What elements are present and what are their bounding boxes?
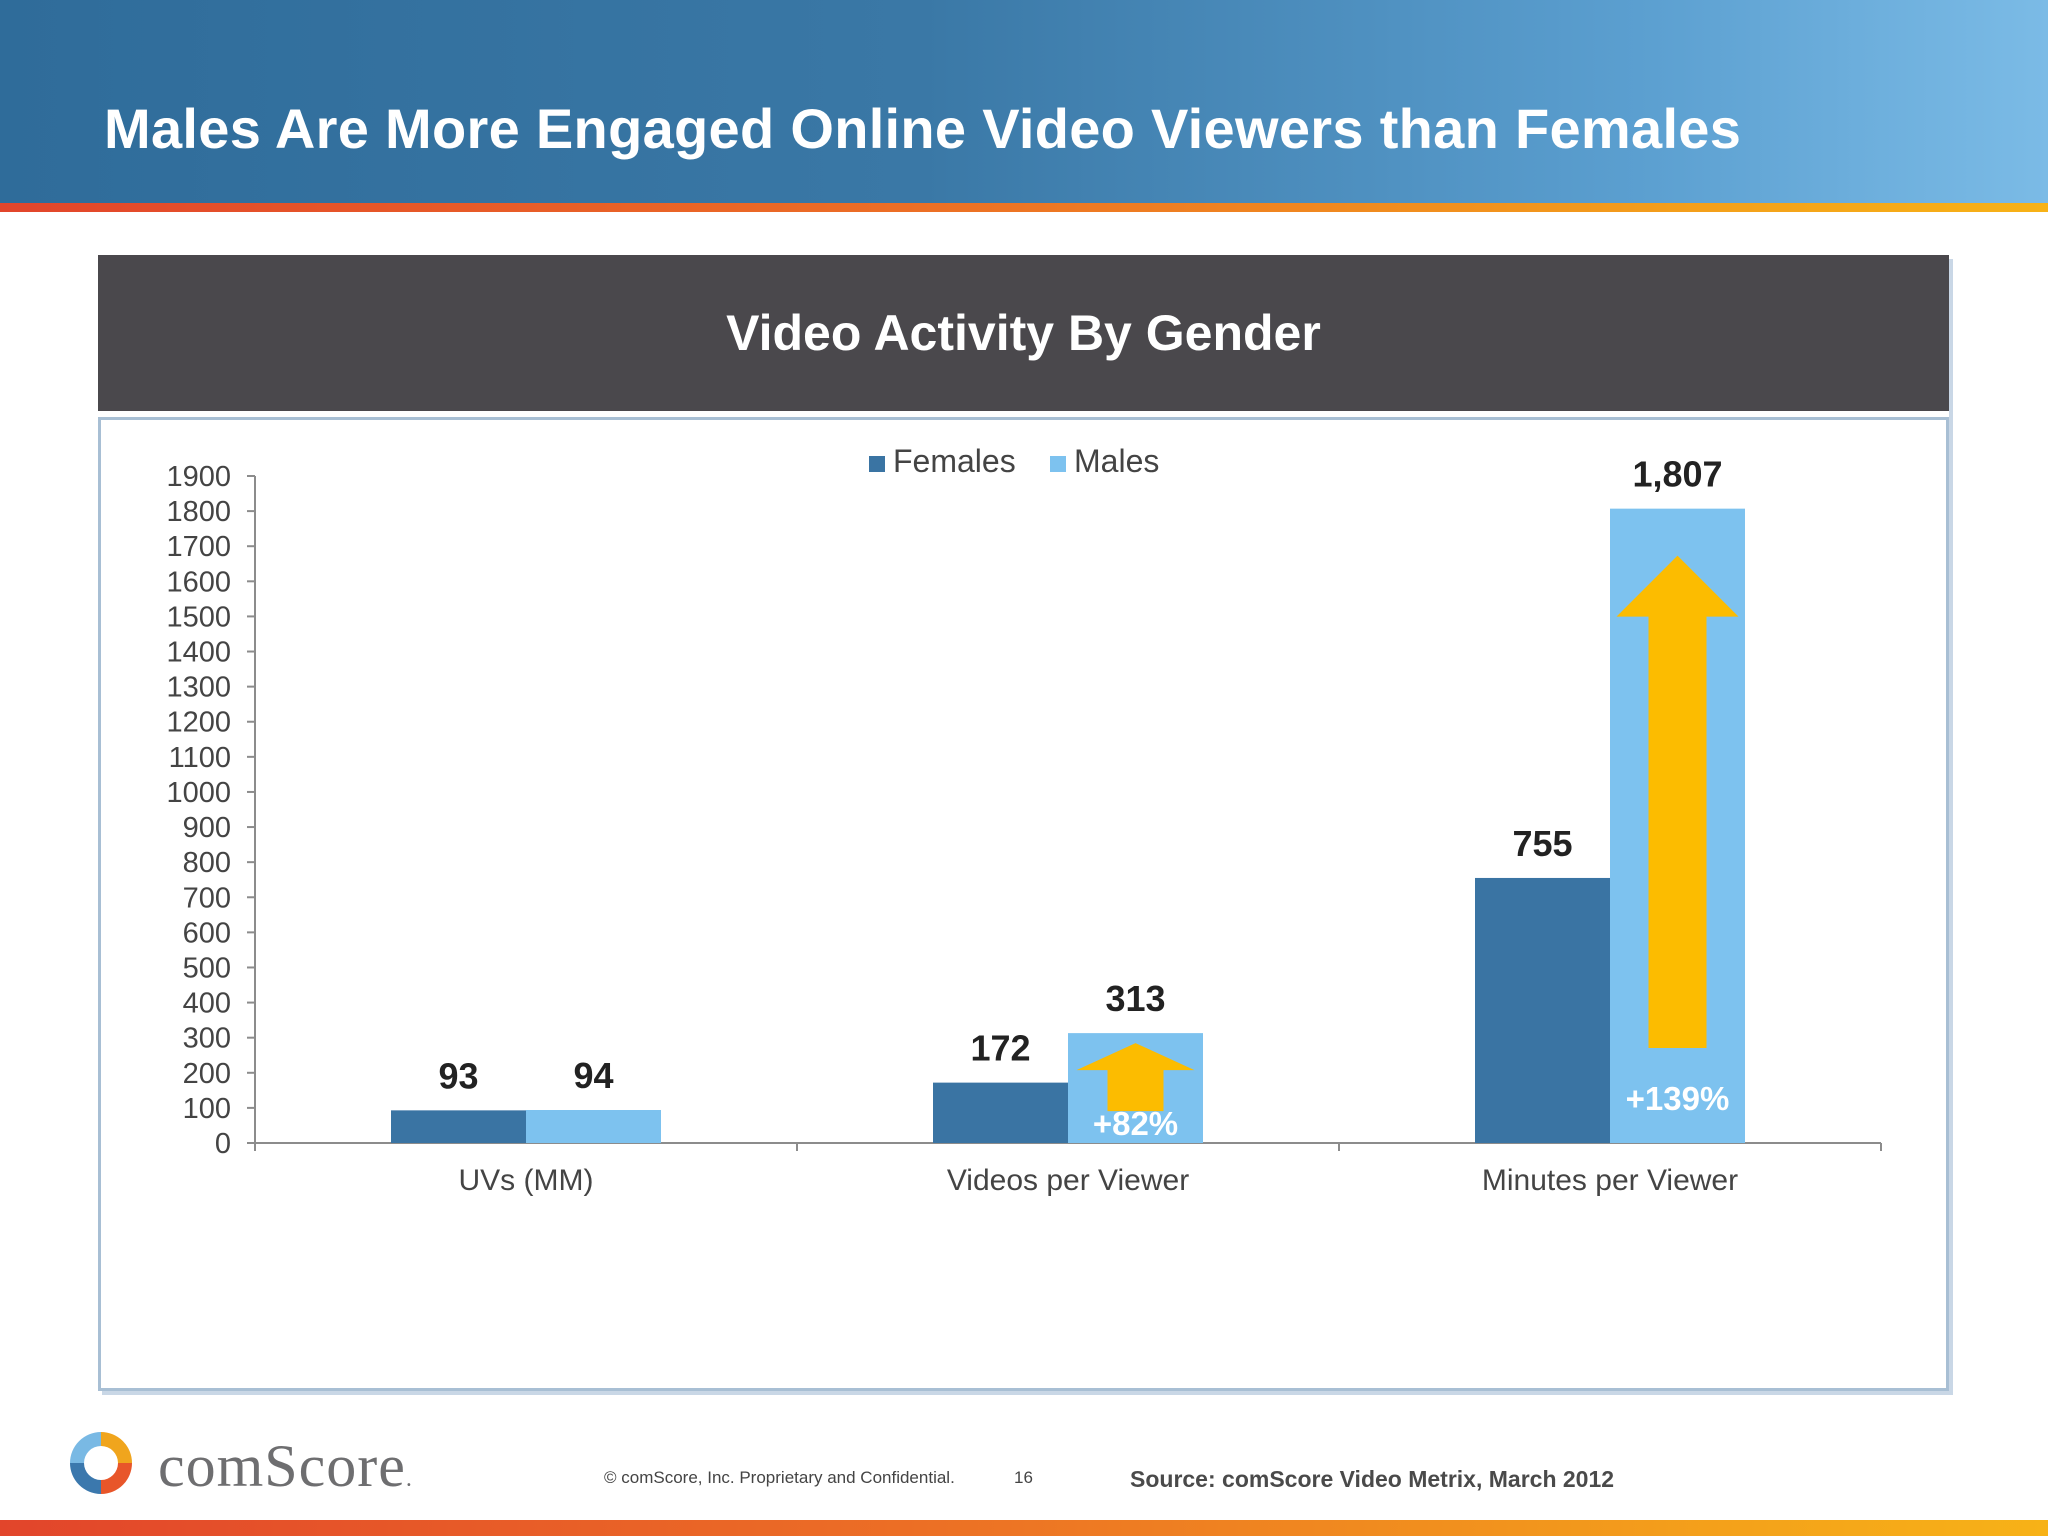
growth-arrow-icon	[1616, 555, 1739, 1048]
y-tick-label: 1100	[169, 742, 231, 774]
y-tick-label: 900	[183, 812, 231, 844]
page-number: 16	[1014, 1468, 1033, 1487]
y-tick-label: 400	[183, 988, 231, 1020]
y-tick-label: 500	[183, 952, 231, 984]
data-label: 313	[1105, 978, 1165, 1019]
legend-label-males: Males	[1074, 443, 1159, 479]
y-tick-label: 0	[215, 1128, 231, 1160]
y-tick-label: 1200	[166, 707, 231, 739]
bar-males	[526, 1110, 661, 1143]
chart-title-bar: Video Activity By Gender	[98, 255, 1949, 411]
y-tick-label: 100	[183, 1093, 231, 1125]
chart-title: Video Activity By Gender	[726, 305, 1321, 361]
comscore-logo-icon	[70, 1432, 132, 1494]
y-tick-label: 700	[183, 882, 231, 914]
y-tick-label: 1900	[166, 461, 231, 493]
data-label: 1,807	[1632, 454, 1722, 495]
bar-females	[1475, 877, 1610, 1143]
growth-arrow-icon	[1076, 1043, 1195, 1112]
data-label: 172	[970, 1028, 1030, 1069]
x-category-label: Minutes per Viewer	[1482, 1164, 1738, 1197]
data-label: 93	[438, 1055, 478, 1096]
legend-swatch-males	[1050, 456, 1066, 472]
y-tick-label: 1600	[166, 566, 231, 598]
y-tick-label: 1000	[166, 777, 231, 809]
growth-annotation: +139%	[1626, 1080, 1730, 1117]
bar-females	[933, 1082, 1068, 1143]
x-category-label: Videos per Viewer	[947, 1164, 1189, 1197]
y-tick-label: 1500	[166, 601, 231, 633]
legend-label-females: Females	[893, 443, 1016, 479]
slide-header: Males Are More Engaged Online Video View…	[0, 0, 2048, 203]
bar-females	[391, 1110, 526, 1143]
y-tick-label: 1300	[166, 672, 231, 704]
source-note: Source: comScore Video Metrix, March 201…	[1130, 1466, 1615, 1492]
y-tick-label: 1700	[166, 531, 231, 563]
y-tick-label: 1400	[166, 637, 231, 669]
comscore-wordmark: comScore.	[158, 1433, 413, 1499]
footer-accent-stripe	[0, 1520, 2048, 1536]
data-label: 755	[1512, 823, 1572, 864]
plot-frame: 0 100 200 300 400 500 600 700 800 900 1000 1100 1200…	[98, 417, 1949, 1391]
chart-panel: Video Activity By Gender 0 100 200 300 400 50…	[98, 255, 1949, 1391]
y-tick-label: 200	[183, 1058, 231, 1090]
y-tick-label: 1800	[166, 496, 231, 528]
data-label: 94	[573, 1055, 613, 1096]
y-tick-label: 300	[183, 1023, 231, 1055]
header-accent-stripe	[0, 203, 2048, 212]
legend-swatch-females	[869, 456, 885, 472]
footer-copyright: © comScore, Inc. Proprietary and Confide…	[604, 1468, 955, 1487]
y-tick-label: 800	[183, 847, 231, 879]
x-category-label: UVs (MM)	[459, 1164, 594, 1197]
y-tick-label: 600	[183, 917, 231, 949]
slide-title: Males Are More Engaged Online Video View…	[104, 97, 1742, 160]
growth-annotation: +82%	[1093, 1105, 1178, 1142]
